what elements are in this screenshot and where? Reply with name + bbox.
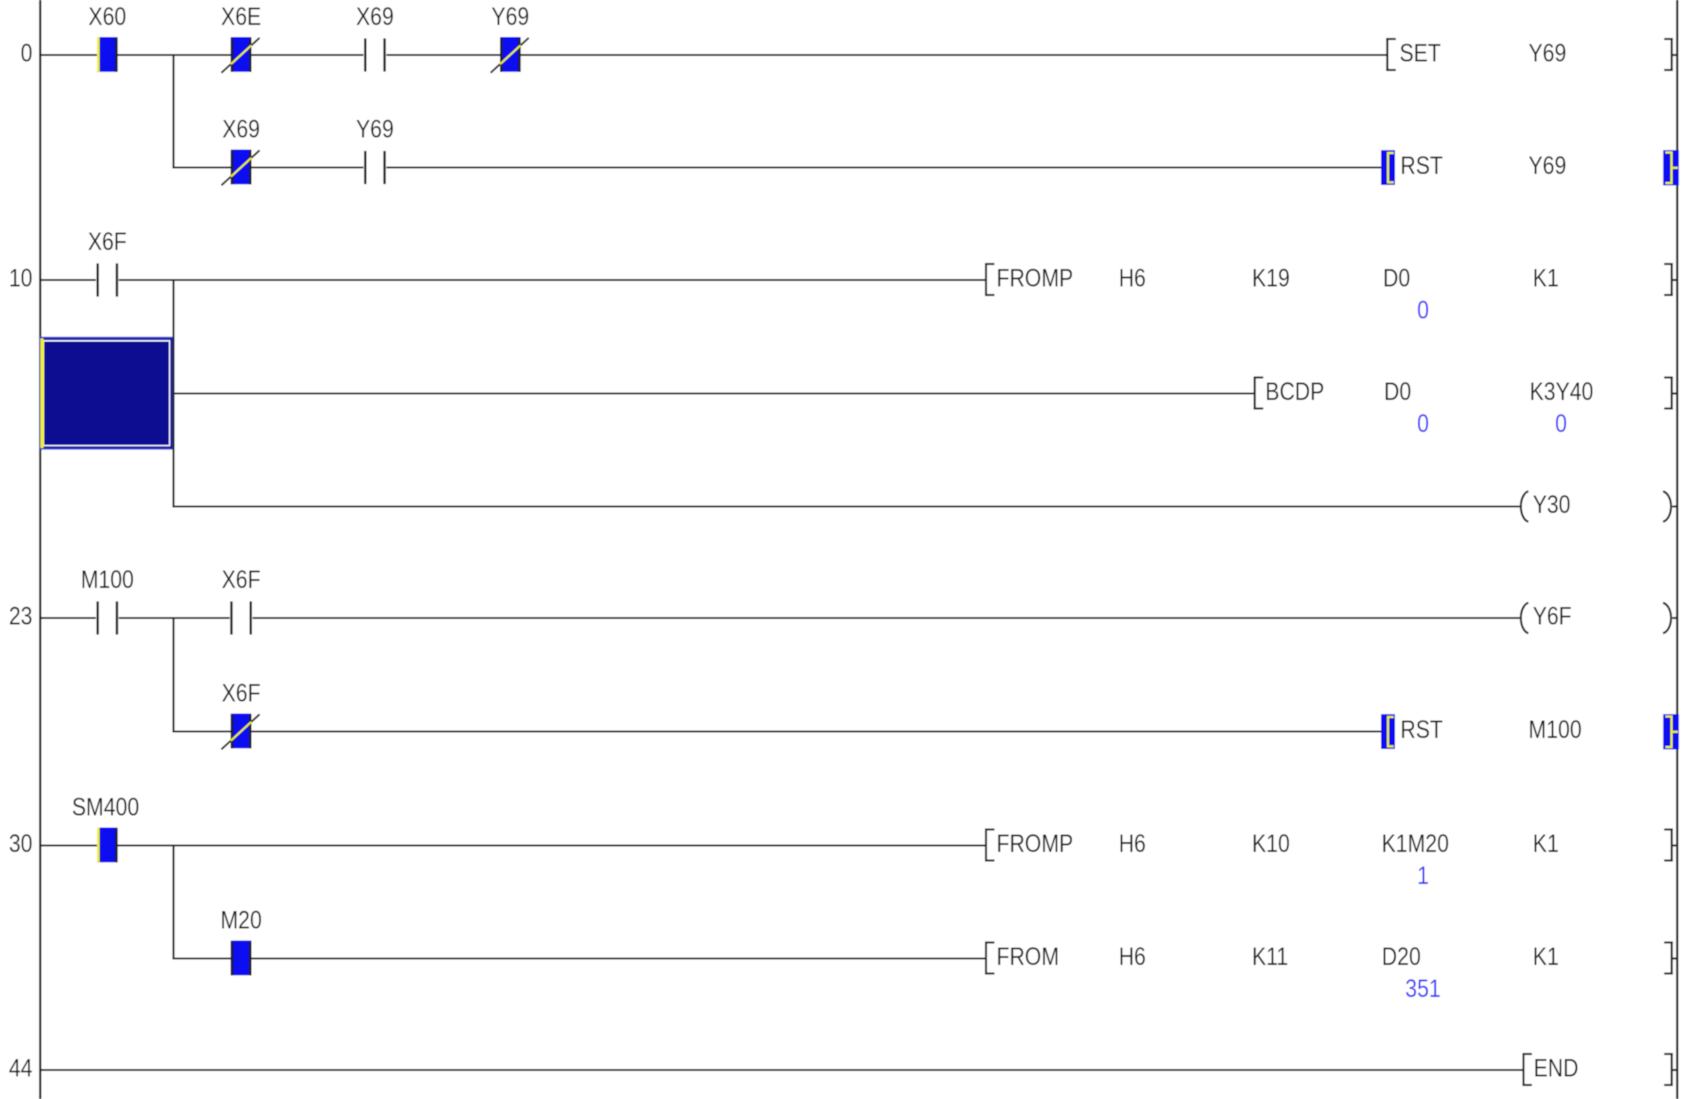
svg-text:D0: D0	[1383, 264, 1410, 292]
svg-text:H6: H6	[1119, 264, 1146, 292]
svg-text:M100: M100	[81, 565, 134, 593]
svg-text:0: 0	[1417, 410, 1429, 438]
svg-text:X6F: X6F	[222, 679, 261, 707]
svg-text:M20: M20	[220, 906, 261, 934]
svg-text:H6: H6	[1119, 829, 1146, 857]
svg-text:D0: D0	[1384, 377, 1411, 405]
svg-text:Y69: Y69	[1529, 151, 1567, 179]
svg-text:K10: K10	[1252, 829, 1290, 857]
svg-text:Y30: Y30	[1533, 490, 1571, 518]
svg-text:351: 351	[1405, 975, 1440, 1003]
svg-text:0: 0	[1555, 410, 1567, 438]
svg-text:RST: RST	[1400, 715, 1442, 743]
svg-text:FROM: FROM	[997, 942, 1060, 970]
svg-text:M100: M100	[1529, 715, 1582, 743]
svg-text:X6E: X6E	[221, 2, 261, 30]
svg-text:K1M20: K1M20	[1382, 829, 1449, 857]
svg-text:10: 10	[9, 264, 33, 292]
svg-text:K3Y40: K3Y40	[1530, 377, 1594, 405]
svg-text:K19: K19	[1252, 264, 1290, 292]
svg-text:K1: K1	[1533, 829, 1559, 857]
svg-text:K1: K1	[1533, 942, 1559, 970]
svg-text:Y69: Y69	[1529, 39, 1567, 67]
svg-text:30: 30	[9, 829, 33, 857]
svg-text:END: END	[1534, 1054, 1579, 1082]
svg-text:X6F: X6F	[222, 565, 261, 593]
svg-text:X69: X69	[222, 115, 260, 143]
svg-text:SET: SET	[1400, 39, 1441, 67]
svg-text:FROMP: FROMP	[997, 829, 1074, 857]
svg-text:23: 23	[9, 602, 33, 630]
svg-text:SM400: SM400	[72, 793, 139, 821]
svg-text:Y6F: Y6F	[1533, 602, 1572, 630]
svg-text:1: 1	[1417, 862, 1429, 890]
svg-text:D20: D20	[1382, 942, 1421, 970]
svg-text:X60: X60	[88, 2, 126, 30]
svg-text:FROMP: FROMP	[997, 264, 1074, 292]
svg-text:44: 44	[9, 1054, 33, 1082]
svg-text:Y69: Y69	[491, 2, 529, 30]
svg-text:Y69: Y69	[356, 115, 394, 143]
svg-text:0: 0	[21, 39, 33, 67]
svg-text:RST: RST	[1400, 151, 1442, 179]
svg-text:X6F: X6F	[88, 227, 127, 255]
svg-text:K1: K1	[1533, 264, 1559, 292]
svg-text:X69: X69	[356, 2, 394, 30]
svg-text:BCDP: BCDP	[1265, 377, 1324, 405]
svg-text:K11: K11	[1252, 942, 1288, 970]
svg-text:0: 0	[1417, 296, 1429, 324]
svg-text:H6: H6	[1119, 942, 1146, 970]
